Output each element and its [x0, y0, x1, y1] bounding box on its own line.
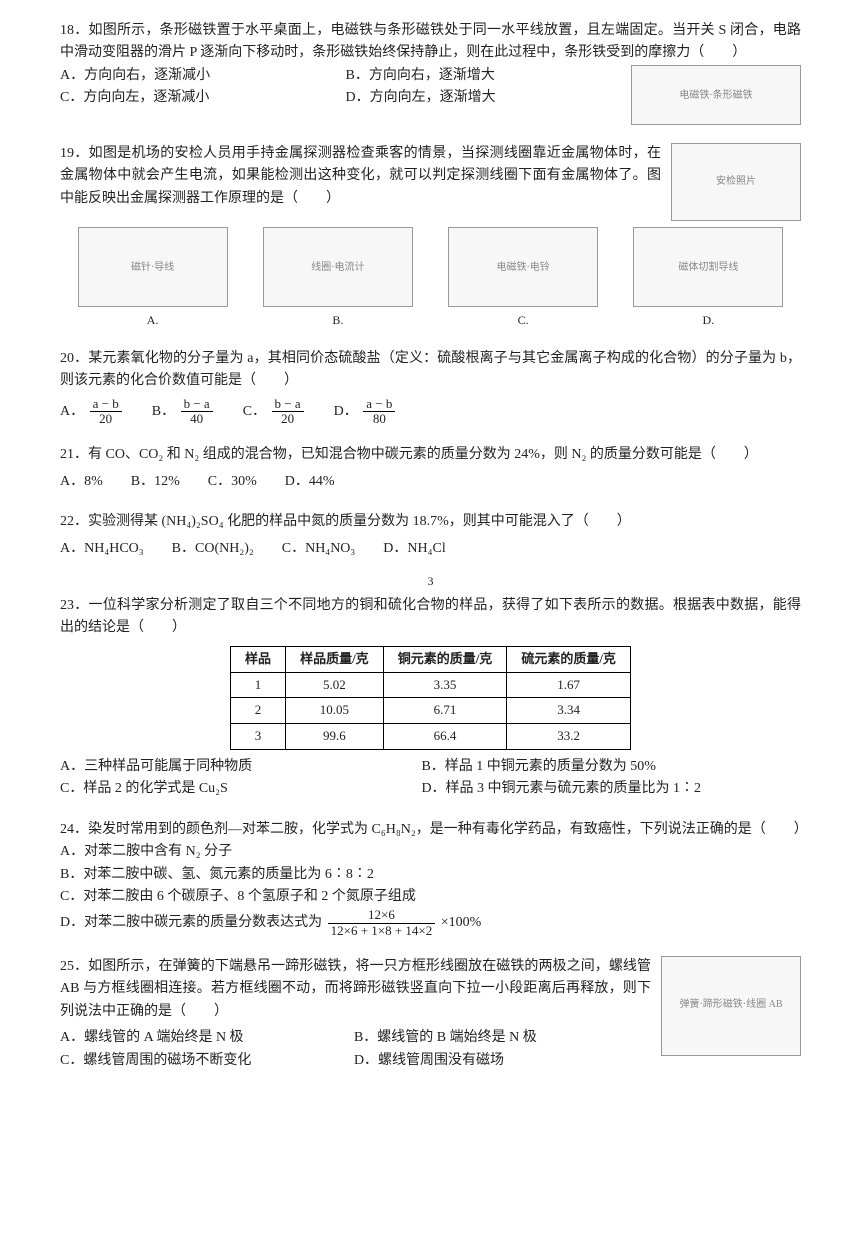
- question-20: 20．某元素氧化物的分子量为 a，其相同价态硫酸盐（定义：硫酸根离子与其它金属离…: [60, 348, 801, 426]
- q22-option-c: C．NH₄NO₃: [282, 538, 356, 560]
- q20-d-num: a − b: [363, 397, 395, 412]
- question-18: 18．如图所示，条形磁铁置于水平桌面上，电磁铁与条形磁铁处于同一水平线放置，且左…: [60, 20, 801, 125]
- q18-stem: 18．如图所示，条形磁铁置于水平桌面上，电磁铁与条形磁铁处于同一水平线放置，且左…: [60, 20, 801, 65]
- q25-option-b: B．螺线管的 B 端始终是 N 极: [354, 1027, 620, 1049]
- q23-r1c0: 2: [231, 698, 286, 724]
- q24-d-den: 12×6 + 1×8 + 14×2: [328, 924, 436, 938]
- q23-option-a: A．三种样品可能属于同种物质: [60, 756, 393, 778]
- q18-option-b: B．方向向右，逐渐增大: [346, 65, 604, 87]
- q22-option-d: D．NH₄Cl: [383, 538, 445, 560]
- q19-option-a: A.: [60, 311, 245, 330]
- q25-figure: 弹簧·蹄形磁铁·线圈 AB: [661, 956, 801, 1056]
- q21-option-d: D．44%: [285, 471, 335, 493]
- q23-h0: 样品: [231, 646, 286, 672]
- q20-c-den: 20: [272, 412, 304, 426]
- q23-h3: 硫元素的质量/克: [507, 646, 631, 672]
- q18-option-a: A．方向向右，逐渐减小: [60, 65, 318, 87]
- q23-r2c0: 3: [231, 724, 286, 750]
- q19-option-b: B.: [245, 311, 430, 330]
- question-24: 24．染发时常用到的颜色剂—对苯二胺，化学式为 C₆H₈N₂，是一种有毒化学药品…: [60, 819, 801, 938]
- q18-figure: 电磁铁·条形磁铁: [631, 65, 801, 125]
- question-22: 22．实验测得某 (NH₄)₂SO₄ 化肥的样品中氮的质量分数为 18.7%，则…: [60, 511, 801, 560]
- q20-d-den: 80: [363, 412, 395, 426]
- q22-stem: 22．实验测得某 (NH₄)₂SO₄ 化肥的样品中氮的质量分数为 18.7%，则…: [60, 511, 801, 533]
- question-23: 23．一位科学家分析测定了取自三个不同地方的铜和硫化合物的样品，获得了如下表所示…: [60, 595, 801, 801]
- table-row: 2 10.05 6.71 3.34: [231, 698, 631, 724]
- table-row: 样品 样品质量/克 铜元素的质量/克 硫元素的质量/克: [231, 646, 631, 672]
- q23-r0c0: 1: [231, 672, 286, 698]
- q19-stem: 19．如图是机场的安检人员用手持金属探测器检查乘客的情景，当探测线圈靠近金属物体…: [60, 143, 661, 221]
- q20-c-num: b − a: [272, 397, 304, 412]
- q22-option-a: A．NH₄HCO₃: [60, 538, 144, 560]
- q21-stem: 21．有 CO、CO₂ 和 N₂ 组成的混合物，已知混合物中碳元素的质量分数为 …: [60, 444, 801, 466]
- q20-c-label: C．: [243, 404, 266, 419]
- question-25: 25．如图所示，在弹簧的下端悬吊一蹄形磁铁，将一只方框形线圈放在磁铁的两极之间，…: [60, 956, 801, 1072]
- q20-option-d: D． a − b80: [334, 397, 398, 427]
- q24-stem: 24．染发时常用到的颜色剂—对苯二胺，化学式为 C₆H₈N₂，是一种有毒化学药品…: [60, 819, 801, 841]
- q25-option-a: A．螺线管的 A 端始终是 N 极: [60, 1027, 326, 1049]
- q23-option-c: C．样品 2 的化学式是 Cu₂S: [60, 778, 393, 800]
- q20-option-c: C． b − a20: [243, 397, 306, 427]
- q19-photo: 安检照片: [671, 143, 801, 221]
- q23-r2c2: 66.4: [383, 724, 507, 750]
- q21-option-a: A．8%: [60, 471, 103, 493]
- q20-b-label: B．: [152, 404, 175, 419]
- q19-fig-d: 磁体切割导线: [633, 227, 783, 307]
- q25-option-d: D．螺线管周围没有磁场: [354, 1050, 620, 1072]
- q23-r0c2: 3.35: [383, 672, 507, 698]
- page-number: 3: [60, 572, 801, 591]
- q18-options: A．方向向右，逐渐减小 B．方向向右，逐渐增大 C．方向向左，逐渐减小 D．方向…: [60, 65, 631, 110]
- q20-a-num: a − b: [90, 397, 122, 412]
- q20-option-a: A． a − b20: [60, 397, 124, 427]
- q20-stem: 20．某元素氧化物的分子量为 a，其相同价态硫酸盐（定义：硫酸根离子与其它金属离…: [60, 348, 801, 393]
- q23-r1c2: 6.71: [383, 698, 507, 724]
- q19-figure-row: 磁针·导线 A. 线圈·电流计 B. 电磁铁·电铃 C. 磁体切割导线 D.: [60, 227, 801, 330]
- q23-stem: 23．一位科学家分析测定了取自三个不同地方的铜和硫化合物的样品，获得了如下表所示…: [60, 595, 801, 640]
- table-row: 3 99.6 66.4 33.2: [231, 724, 631, 750]
- q23-r1c3: 3.34: [507, 698, 631, 724]
- q24-d-pre: D．对苯二胺中碳元素的质量分数表达式为: [60, 915, 322, 930]
- q23-option-d: D．样品 3 中铜元素与硫元素的质量比为 1∶2: [421, 778, 754, 800]
- q21-option-b: B．12%: [131, 471, 180, 493]
- question-21: 21．有 CO、CO₂ 和 N₂ 组成的混合物，已知混合物中碳元素的质量分数为 …: [60, 444, 801, 493]
- q24-d-num: 12×6: [328, 908, 436, 923]
- q23-r1c1: 10.05: [286, 698, 384, 724]
- q23-r2c1: 99.6: [286, 724, 384, 750]
- q25-stem: 25．如图所示，在弹簧的下端悬吊一蹄形磁铁，将一只方框形线圈放在磁铁的两极之间，…: [60, 956, 651, 1023]
- q20-a-label: A．: [60, 404, 84, 419]
- q19-fig-b: 线圈·电流计: [263, 227, 413, 307]
- q19-fig-a: 磁针·导线: [78, 227, 228, 307]
- q23-r2c3: 33.2: [507, 724, 631, 750]
- q23-h2: 铜元素的质量/克: [383, 646, 507, 672]
- q24-option-c: C．对苯二胺由 6 个碳原子、8 个氢原子和 2 个氮原子组成: [60, 886, 801, 908]
- q24-option-a: A．对苯二胺中含有 N₂ 分子: [60, 841, 801, 863]
- q20-a-den: 20: [90, 412, 122, 426]
- q23-option-b: B．样品 1 中铜元素的质量分数为 50%: [421, 756, 754, 778]
- q18-option-d: D．方向向左，逐渐增大: [346, 87, 604, 109]
- q19-option-d: D.: [616, 311, 801, 330]
- q24-option-b: B．对苯二胺中碳、氢、氮元素的质量比为 6∶8∶2: [60, 864, 801, 886]
- q24-option-d: D．对苯二胺中碳元素的质量分数表达式为 12×6 12×6 + 1×8 + 14…: [60, 908, 801, 938]
- q23-r0c3: 1.67: [507, 672, 631, 698]
- q20-d-label: D．: [334, 404, 358, 419]
- question-19: 19．如图是机场的安检人员用手持金属探测器检查乘客的情景，当探测线圈靠近金属物体…: [60, 143, 801, 330]
- q23-table: 样品 样品质量/克 铜元素的质量/克 硫元素的质量/克 1 5.02 3.35 …: [230, 646, 631, 750]
- q21-option-c: C．30%: [208, 471, 257, 493]
- table-row: 1 5.02 3.35 1.67: [231, 672, 631, 698]
- q23-r0c1: 5.02: [286, 672, 384, 698]
- q19-option-c: C.: [431, 311, 616, 330]
- q18-option-c: C．方向向左，逐渐减小: [60, 87, 318, 109]
- q19-fig-c: 电磁铁·电铃: [448, 227, 598, 307]
- q20-b-den: 40: [181, 412, 213, 426]
- q23-h1: 样品质量/克: [286, 646, 384, 672]
- q20-b-num: b − a: [181, 397, 213, 412]
- q20-option-b: B． b − a40: [152, 397, 215, 427]
- q24-d-post: ×100%: [441, 915, 482, 930]
- q22-option-b: B．CO(NH₂)₂: [172, 538, 254, 560]
- q25-option-c: C．螺线管周围的磁场不断变化: [60, 1050, 326, 1072]
